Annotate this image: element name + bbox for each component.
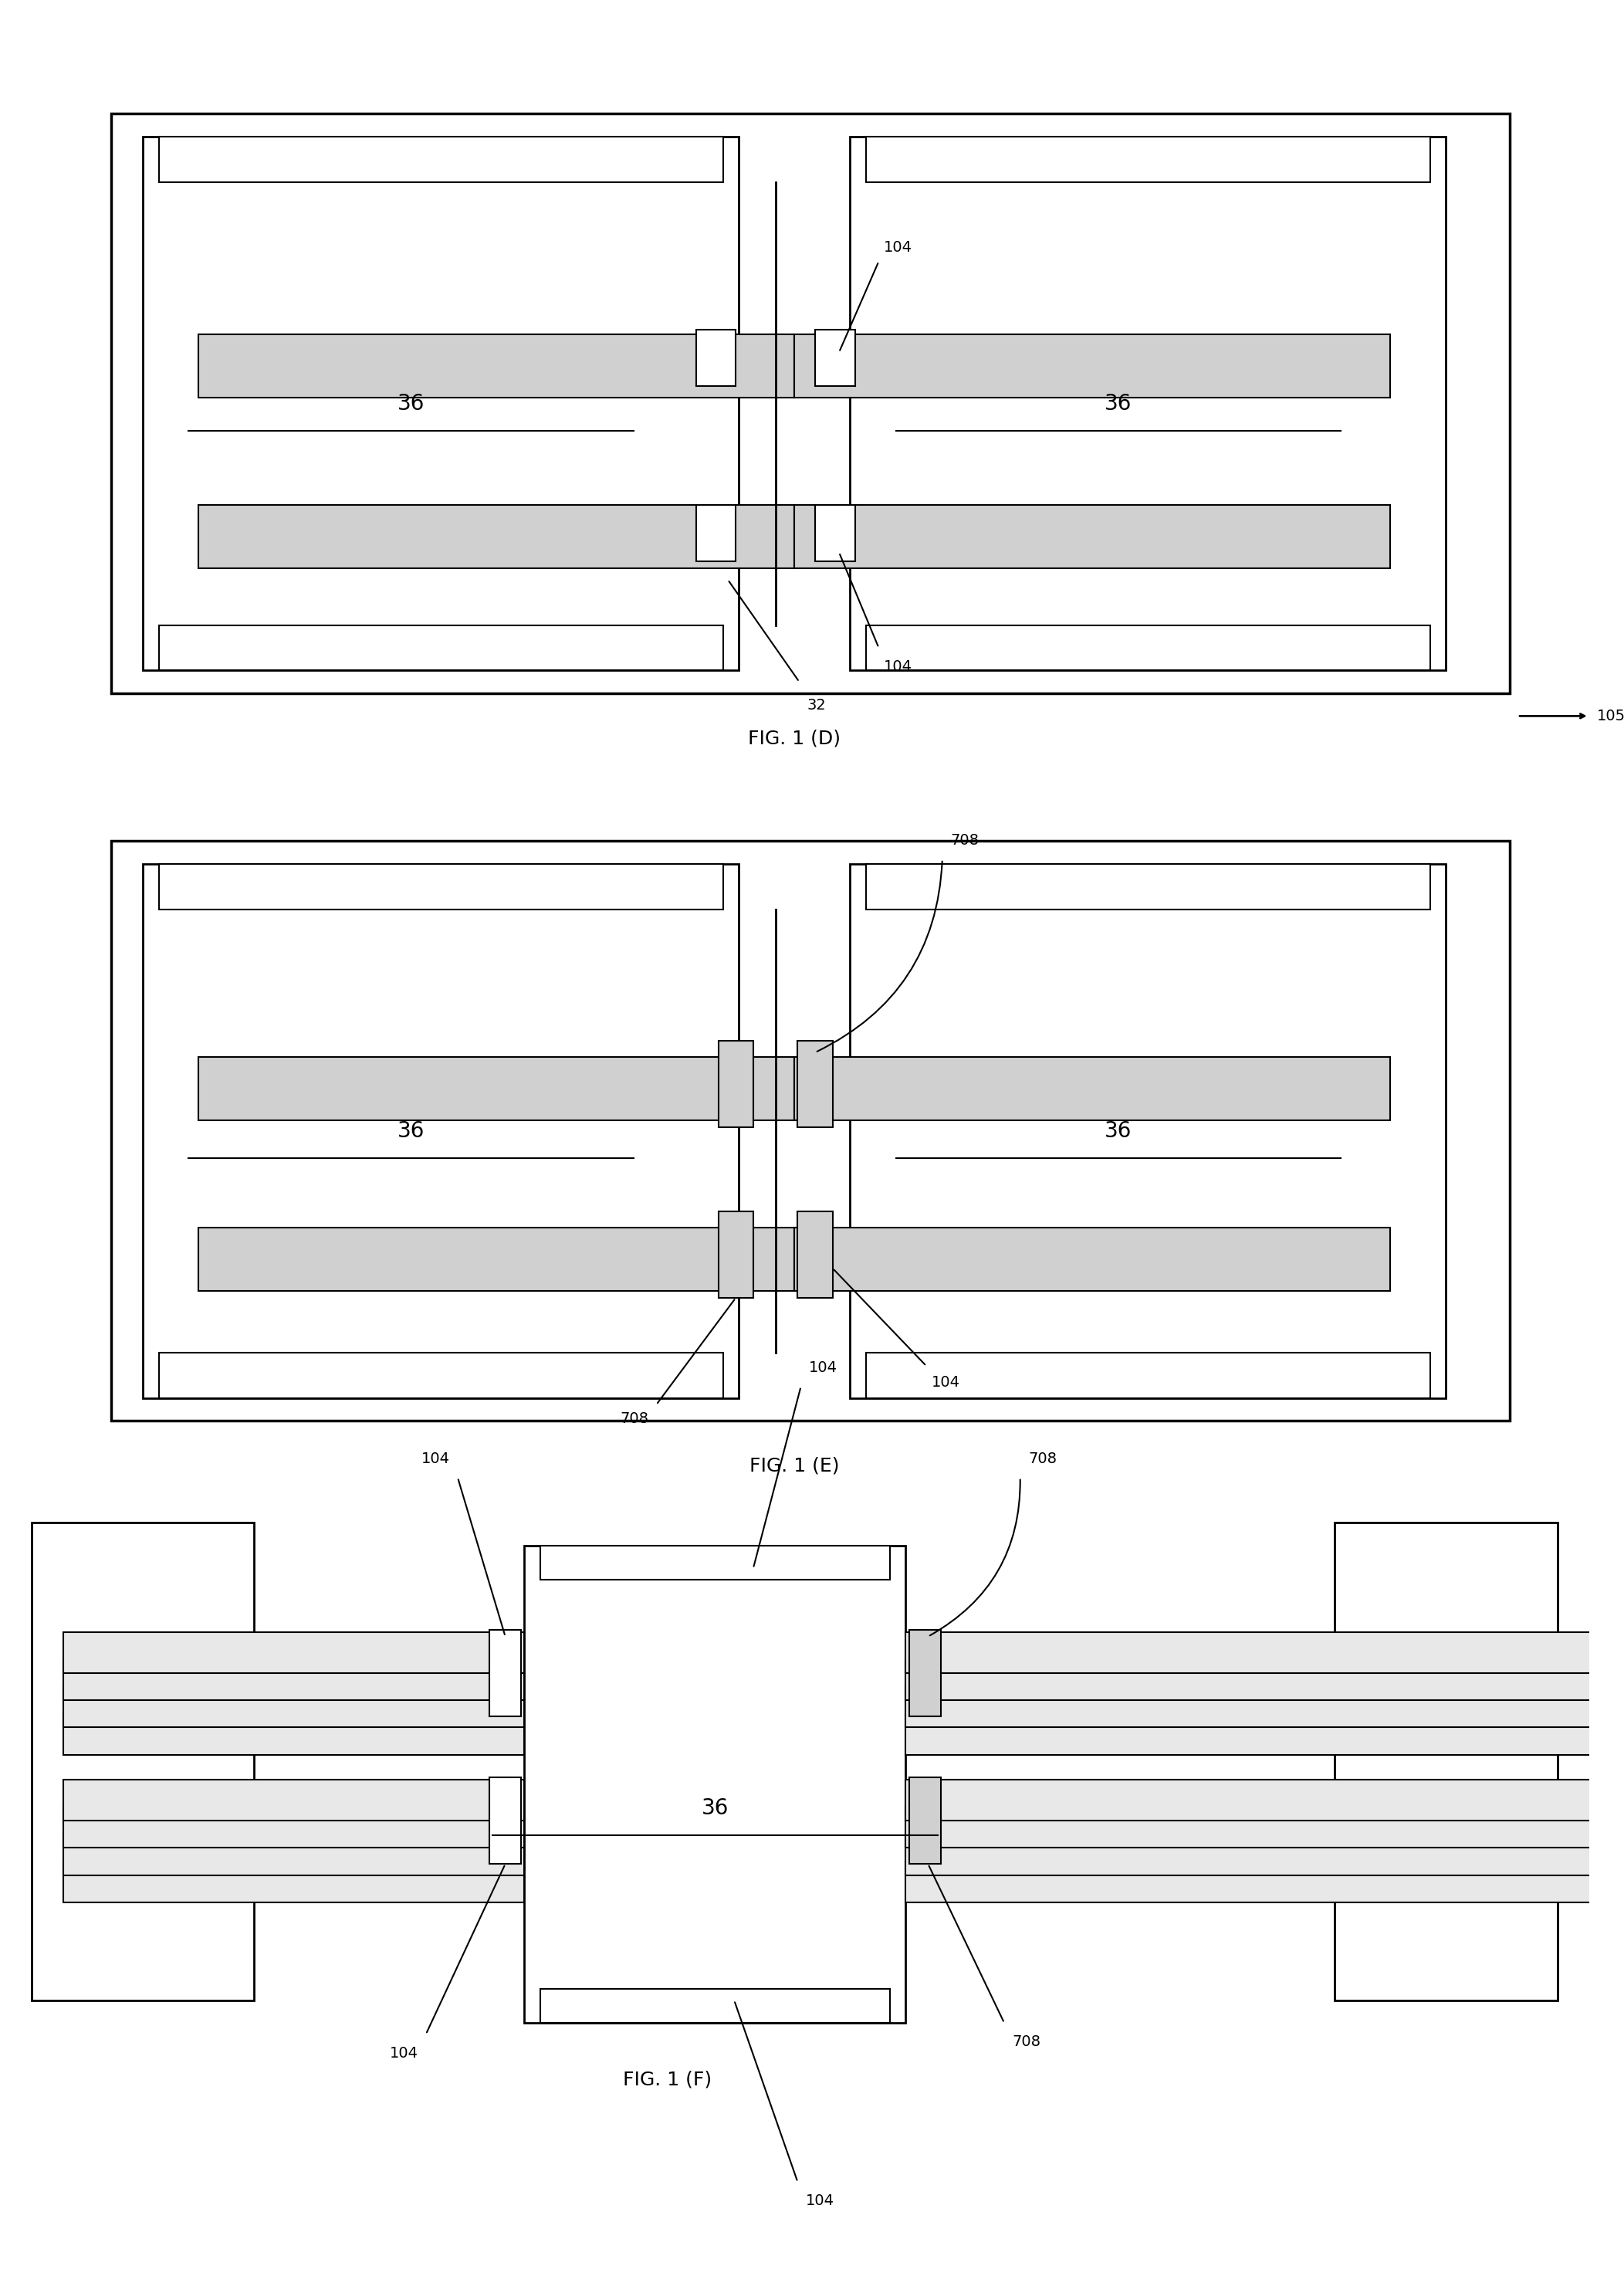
Bar — [159, 864, 723, 909]
Text: 36: 36 — [1104, 393, 1132, 414]
Bar — [110, 841, 1510, 1421]
Text: 104: 104 — [931, 1375, 960, 1389]
Bar — [794, 505, 1390, 568]
Bar — [198, 334, 794, 398]
Bar — [159, 1352, 723, 1398]
Bar — [815, 505, 854, 561]
Bar — [697, 330, 736, 386]
Bar — [815, 330, 854, 386]
Text: 104: 104 — [883, 241, 913, 255]
Text: 708: 708 — [950, 834, 979, 848]
Bar — [159, 136, 723, 182]
Bar — [63, 1632, 525, 1673]
Bar — [866, 136, 1431, 182]
Bar — [906, 1780, 1624, 1821]
Text: 104: 104 — [390, 2046, 417, 2059]
Bar — [794, 1227, 1390, 1291]
Bar — [906, 1632, 1624, 1673]
Text: 708: 708 — [1028, 1452, 1057, 1466]
Bar — [797, 1041, 833, 1127]
Bar — [198, 505, 794, 568]
Bar — [906, 1834, 1624, 1875]
Text: FIG. 1 (E): FIG. 1 (E) — [750, 1457, 840, 1475]
Bar — [63, 1687, 525, 1727]
Bar — [198, 1057, 794, 1121]
Bar — [909, 1777, 940, 1864]
Bar — [866, 625, 1431, 671]
Bar — [489, 1777, 521, 1864]
Bar — [541, 1989, 890, 2023]
Bar — [718, 1041, 754, 1127]
Text: 104: 104 — [883, 659, 913, 673]
Bar — [525, 1546, 906, 2023]
Text: 36: 36 — [398, 1121, 425, 1141]
Bar — [849, 136, 1445, 671]
Bar — [63, 1780, 525, 1821]
Bar — [906, 1687, 1624, 1727]
Text: FIG. 1 (D): FIG. 1 (D) — [749, 730, 841, 748]
Text: 105: 105 — [1596, 709, 1624, 723]
Text: 36: 36 — [1104, 1121, 1132, 1141]
Text: 36: 36 — [398, 393, 425, 414]
Bar — [849, 864, 1445, 1398]
Bar — [909, 1630, 940, 1716]
Bar — [63, 1834, 525, 1875]
Bar — [906, 1714, 1624, 1755]
Bar — [1335, 1523, 1557, 2000]
Bar — [63, 1807, 525, 1848]
Bar — [906, 1659, 1624, 1700]
Bar — [906, 1807, 1624, 1848]
Bar — [794, 1057, 1390, 1121]
Bar — [541, 1546, 890, 1580]
Bar — [159, 625, 723, 671]
Text: 104: 104 — [809, 1362, 838, 1375]
Bar — [866, 1352, 1431, 1398]
Bar — [797, 1212, 833, 1298]
Bar — [63, 1659, 525, 1700]
Bar — [32, 1523, 255, 2000]
Text: 32: 32 — [807, 698, 827, 711]
Bar — [794, 334, 1390, 398]
Text: 104: 104 — [421, 1452, 450, 1466]
Bar — [143, 136, 739, 671]
Bar — [63, 1862, 525, 1903]
Text: 104: 104 — [806, 2193, 835, 2207]
Text: 36: 36 — [702, 1798, 729, 1818]
Bar — [63, 1714, 525, 1755]
Bar — [198, 1227, 794, 1291]
Text: 708: 708 — [1012, 2034, 1041, 2048]
Bar — [110, 114, 1510, 693]
Bar — [489, 1630, 521, 1716]
Bar — [718, 1212, 754, 1298]
Text: FIG. 1 (F): FIG. 1 (F) — [624, 2071, 711, 2089]
Bar — [143, 864, 739, 1398]
Bar — [866, 864, 1431, 909]
Bar — [906, 1862, 1624, 1903]
Text: 708: 708 — [620, 1412, 648, 1425]
Bar — [697, 505, 736, 561]
